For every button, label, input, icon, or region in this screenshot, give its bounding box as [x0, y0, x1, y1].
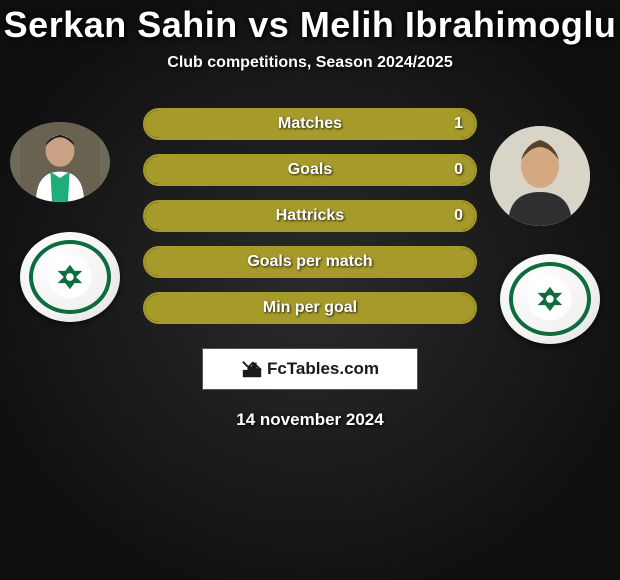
chart-icon	[241, 358, 263, 380]
brand-label: FcTables.com	[267, 359, 379, 379]
person-icon	[10, 122, 110, 202]
stat-label: Matches	[278, 115, 342, 133]
comparison-card: Serkan Sahin vs Melih Ibrahimoglu Club c…	[0, 0, 620, 580]
player-right-avatar	[490, 126, 590, 226]
stat-value: 0	[454, 207, 463, 225]
stat-label: Goals per match	[247, 253, 372, 271]
stat-label: Goals	[288, 161, 332, 179]
stat-bar: Goals per match	[143, 246, 477, 278]
person-icon	[490, 126, 590, 226]
player-left-avatar	[10, 122, 110, 202]
team-right-logo	[500, 254, 600, 344]
team-left-logo	[20, 232, 120, 322]
stat-label: Hattricks	[276, 207, 344, 225]
crest-icon	[509, 262, 591, 336]
season-subtitle: Club competitions, Season 2024/2025	[167, 54, 452, 72]
date-label: 14 november 2024	[236, 410, 383, 430]
stat-value: 0	[454, 161, 463, 179]
stat-bar: Goals 0	[143, 154, 477, 186]
stats-list: Matches 1 Goals 0 Hattricks 0 Goals per match M…	[143, 108, 477, 324]
page-title: Serkan Sahin vs Melih Ibrahimoglu	[4, 4, 617, 46]
stat-bar: Hattricks 0	[143, 200, 477, 232]
stat-bar: Min per goal	[143, 292, 477, 324]
crest-icon	[29, 240, 111, 314]
stat-value: 1	[454, 115, 463, 133]
stat-label: Min per goal	[263, 299, 357, 317]
brand-box[interactable]: FcTables.com	[202, 348, 418, 390]
stat-bar: Matches 1	[143, 108, 477, 140]
